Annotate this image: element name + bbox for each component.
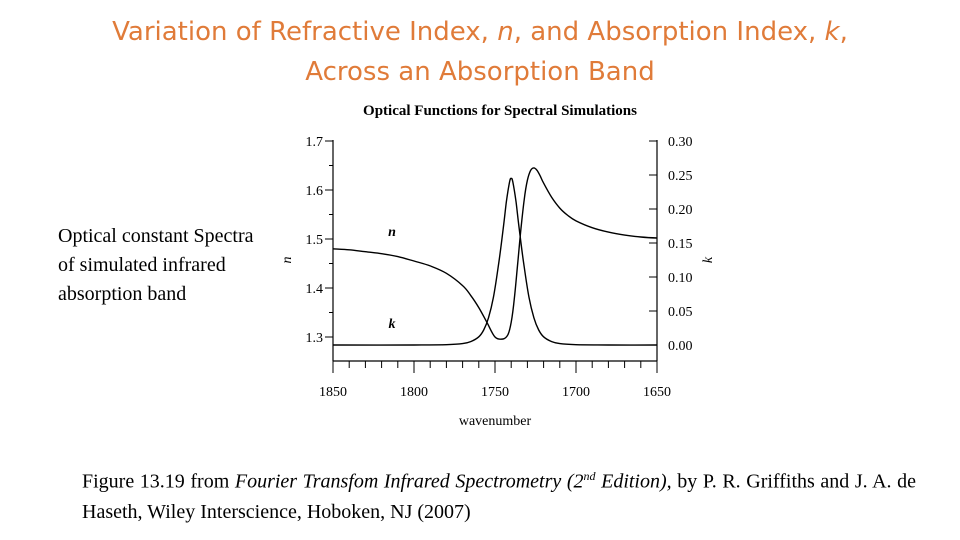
caption-edition: Edition),: [595, 470, 672, 493]
y-left-tick-label: 1.4: [306, 282, 324, 297]
x-tick-label: 1800: [400, 385, 428, 400]
caption-suffix: by P. R. Griffiths and J. A. de Haseth, …: [82, 470, 917, 523]
slide-title: Variation of Refractive Index, n, and Ab…: [0, 12, 960, 92]
caption-prefix: Figure 13.19 from: [82, 470, 235, 493]
y-right-tick-label: 0.25: [668, 169, 693, 184]
caption-book-title: Fourier Transfom Infrared Spectrometry (…: [234, 470, 584, 493]
slide-title-line2: Across an Absorption Band: [305, 57, 655, 87]
x-axis-label: wavenumber: [459, 414, 532, 429]
curve-label-n: n: [388, 225, 396, 240]
y-left-tick-label: 1.5: [306, 233, 324, 248]
y-right-tick-label: 0.15: [668, 237, 693, 252]
x-tick-label: 1850: [319, 385, 347, 400]
curve-label-k: k: [389, 317, 396, 332]
x-tick-label: 1750: [481, 385, 509, 400]
tick-labels: 1.3 1.4 1.5 1.6 1.7 0.00 0.05 0.10 0.15 0.20 0.25 0…: [306, 135, 693, 400]
side-note: Optical constant Spectra of simulated in…: [58, 225, 254, 305]
figure-caption: Figure 13.19 from Fourier Transfom Infra…: [82, 461, 916, 527]
title-text-a: Variation of Refractive Index,: [112, 17, 498, 47]
slide-title-line1: Variation of Refractive Index, n, and Ab…: [0, 12, 960, 52]
y-axis-left-label: n: [280, 257, 295, 264]
y-right-tick-label: 0.00: [668, 339, 693, 354]
y-right-tick-label: 0.05: [668, 305, 693, 320]
title-k: k: [824, 17, 840, 47]
title-n: n: [497, 17, 514, 47]
x-tick-label: 1700: [562, 385, 590, 400]
y-left-tick-label: 1.3: [306, 331, 324, 346]
y-left-tick-label: 1.7: [306, 135, 324, 150]
title-text-c: ,: [839, 17, 848, 47]
title-text-b: , and Absorption Index,: [513, 17, 825, 47]
caption-superscript: nd: [583, 469, 596, 483]
series-k-line: [332, 177, 658, 346]
x-tick-label: 1650: [643, 385, 671, 400]
tick-marks: [325, 140, 658, 373]
y-left-tick-label: 1.6: [306, 184, 324, 199]
y-right-tick-label: 0.20: [668, 203, 693, 218]
series-n-line: [332, 167, 658, 340]
y-right-tick-label: 0.10: [668, 271, 693, 286]
y-right-tick-label: 0.30: [668, 135, 693, 150]
y-axis-right-label: k: [701, 256, 716, 263]
chart-title: Optical Functions for Spectral Simulatio…: [363, 103, 637, 119]
